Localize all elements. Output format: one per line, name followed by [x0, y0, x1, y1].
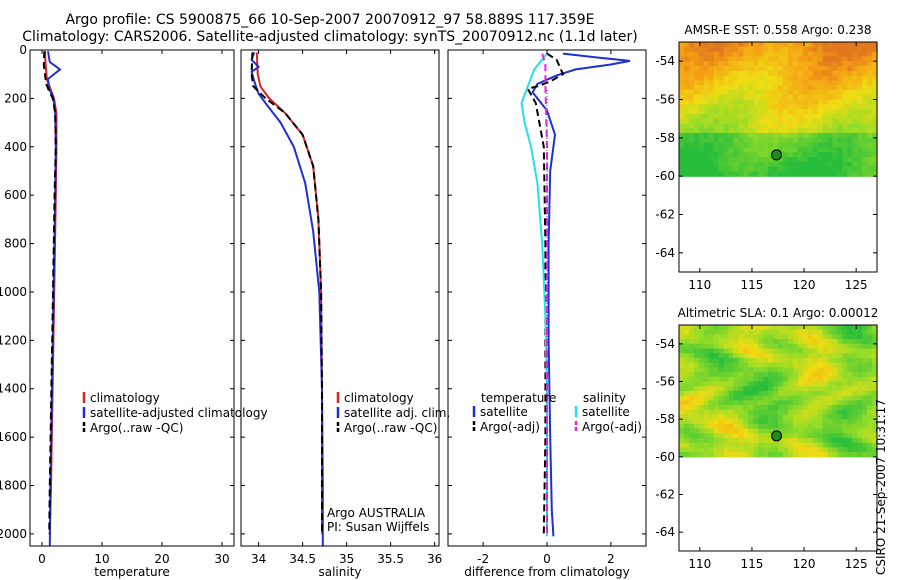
map-x-tick-label: 120: [793, 557, 816, 571]
y-tick-label: 1000: [0, 285, 27, 299]
legend-item-diff-4: Argo(-adj): [582, 420, 642, 434]
annotation-pi-name: PI: Susan Wijffels: [327, 520, 429, 534]
x-axis-label: temperature: [94, 565, 169, 579]
map-frame-2: [678, 324, 878, 552]
legend-item-diff-3: satellite: [582, 405, 630, 419]
map-y-tick-label: -64: [655, 246, 675, 260]
map-x-tick-label: 110: [688, 557, 711, 571]
map-title-1: AMSR-E SST: 0.558 Argo: 0.238: [684, 23, 871, 37]
legend-item-diff-2: Argo(-adj): [480, 420, 540, 434]
y-tick-label: 200: [4, 91, 27, 105]
series-line-satellite-adj-clim: [250, 52, 324, 546]
y-tick-label: 800: [4, 237, 27, 251]
map-y-tick-label: -62: [655, 208, 675, 222]
map-x-tick-label: 125: [845, 557, 868, 571]
map-x-tick-label: 110: [688, 278, 711, 292]
x-tick-label: 36: [427, 552, 442, 566]
annotation-argo-australia: Argo AUSTRALIA: [327, 506, 426, 520]
series-line-argo-raw-qc: [42, 51, 57, 534]
x-tick-label: 0: [543, 552, 551, 566]
legend-title-salinity: salinity: [583, 391, 626, 405]
map-title-2: Altimetric SLA: 0.1 Argo: 0.00012: [678, 306, 879, 320]
x-tick-label: 35: [339, 552, 354, 566]
y-tick-label: 1200: [0, 333, 27, 347]
map-y-tick-label: -62: [655, 488, 675, 502]
x-axis-label: difference from climatology: [464, 565, 630, 579]
series-line-temperature-satellite: [531, 52, 631, 537]
argo-position-marker-2: [771, 430, 783, 442]
map-x-tick-label: 125: [845, 278, 868, 292]
legend-title-temperature: temperature: [481, 391, 556, 405]
x-tick-label: 30: [214, 552, 229, 566]
series-line-climatology: [255, 52, 323, 534]
map-y-tick-label: -60: [655, 450, 675, 464]
map-y-tick-label: -64: [655, 525, 675, 539]
series-line-argo-raw-qc: [250, 52, 323, 534]
y-tick-label: 0: [19, 43, 27, 57]
x-tick-label: 35.5: [377, 552, 404, 566]
x-tick-label: 20: [154, 552, 169, 566]
map-y-tick-label: -54: [655, 337, 675, 351]
panel-frame-2: [240, 49, 440, 547]
heatmap-1: [679, 42, 878, 177]
legend-item-sal-1: climatology: [344, 391, 414, 405]
y-tick-label: 2000: [0, 527, 27, 541]
x-tick-label: 10: [94, 552, 109, 566]
legend-item-temp-3: Argo(..raw -QC): [90, 421, 183, 435]
map-x-tick-label: 120: [793, 278, 816, 292]
legend-item-temp-2: satellite-adjusted climatology: [90, 406, 268, 420]
argo-position-marker-1: [771, 149, 783, 161]
map-y-tick-label: -54: [655, 54, 675, 68]
map-frame-1: [678, 41, 878, 273]
y-tick-label: 1400: [0, 382, 27, 396]
x-tick-label: -2: [477, 552, 489, 566]
x-tick-label: 34: [251, 552, 266, 566]
y-tick-label: 400: [4, 140, 27, 154]
x-tick-label: 34.5: [289, 552, 316, 566]
y-tick-label: 600: [4, 188, 27, 202]
series-line-salinity-argo-adj: [541, 53, 548, 534]
map-y-tick-label: -56: [655, 375, 675, 389]
heatmap-2: [679, 325, 878, 458]
legend-item-diff-1: satellite: [480, 405, 528, 419]
timestamp-stamp: CSIRO 21-Sep-2007 10:31:17: [874, 399, 888, 575]
panel-frame-1: [29, 49, 235, 547]
x-axis-label: salinity: [318, 565, 361, 579]
y-tick-label: 1800: [0, 479, 27, 493]
series-line-salinity-satellite: [520, 52, 548, 537]
map-y-tick-label: -60: [655, 169, 675, 183]
map-x-tick-label: 115: [740, 557, 763, 571]
map-y-tick-label: -58: [655, 412, 675, 426]
figure-title-line1: Argo profile: CS 5900875_66 10-Sep-2007 …: [65, 12, 595, 28]
legend-item-sal-3: Argo(..raw -QC): [344, 421, 437, 435]
map-y-tick-label: -58: [655, 131, 675, 145]
map-x-tick-label: 115: [740, 278, 763, 292]
figure-title-line2: Climatology: CARS2006. Satellite-adjuste…: [22, 29, 638, 45]
x-tick-label: 2: [607, 552, 615, 566]
x-tick-label: 0: [38, 552, 46, 566]
legend-item-temp-1: climatology: [90, 391, 160, 405]
map-y-tick-label: -56: [655, 93, 675, 107]
legend-item-sal-2: satellite adj. clim.: [344, 406, 450, 420]
y-tick-label: 1600: [0, 430, 27, 444]
